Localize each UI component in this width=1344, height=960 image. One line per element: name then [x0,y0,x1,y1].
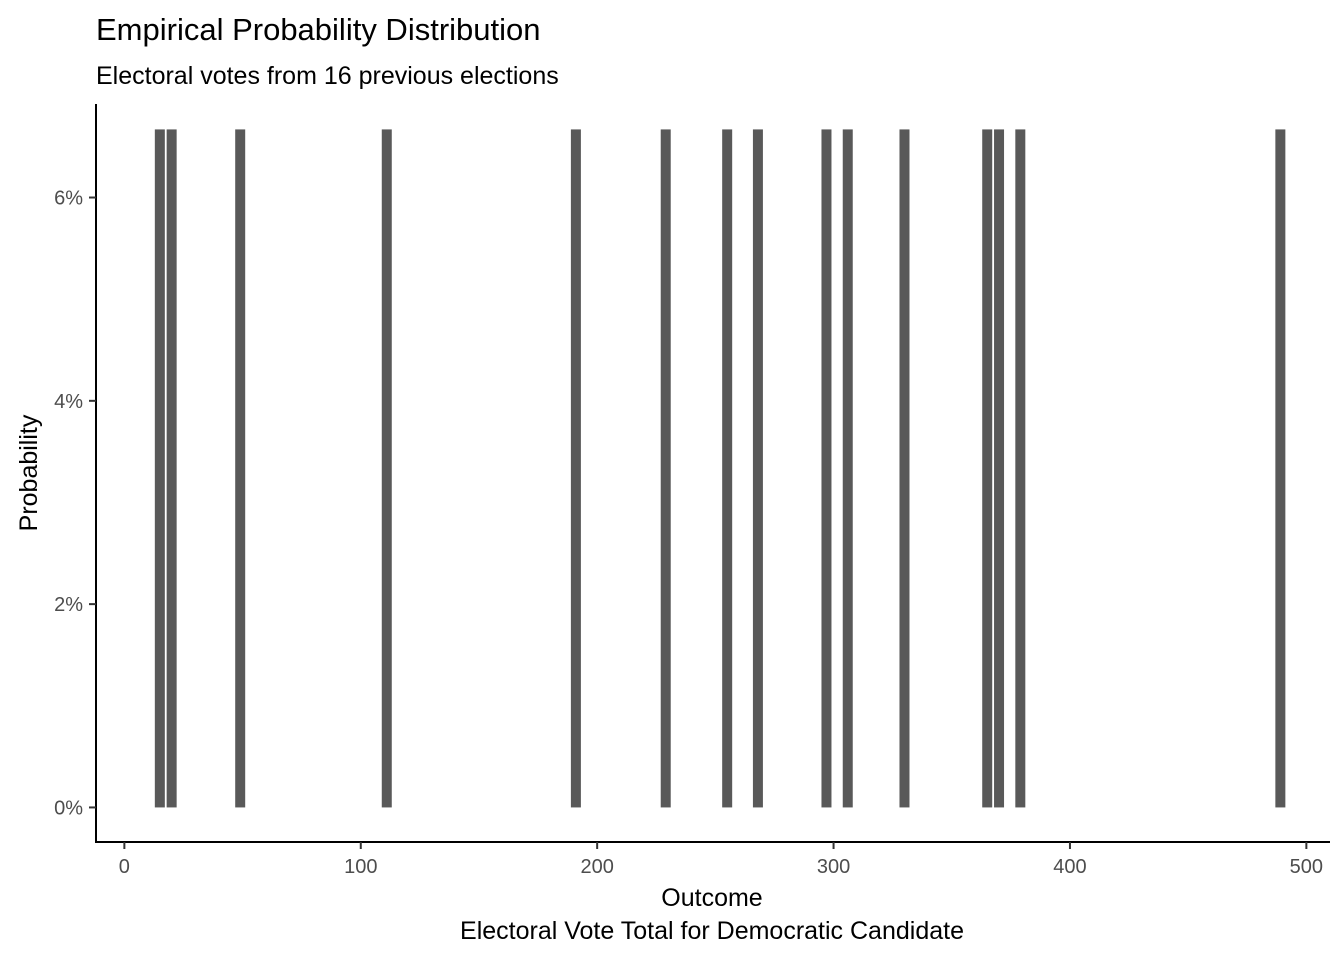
x-tick-label: 0 [119,856,130,878]
bar-268 [752,129,763,808]
bar-229 [660,129,671,808]
x-tick-label: 200 [580,856,613,878]
y-tick-label: 6% [54,188,83,210]
chart-subtitle: Electoral votes from 16 previous electio… [96,62,559,90]
x-axis-ticks: 0 100 200 300 400 500 [119,842,1323,878]
bar-489 [1275,129,1286,808]
bars-group [154,129,1286,808]
bar-49 [235,129,246,808]
bar-191 [570,129,581,808]
bar-20 [166,129,177,808]
y-axis-ticks: 0% 2% 4% 6% [54,188,96,819]
x-tick-label: 100 [344,856,377,878]
y-tick-label: 0% [54,797,83,819]
bar-255 [722,129,733,808]
bar-111 [381,129,392,808]
y-axis-title: Probability [15,414,43,531]
y-tick-label: 2% [54,594,83,616]
bar-306 [842,129,853,808]
y-tick-label: 4% [54,391,83,413]
bar-297 [821,129,832,808]
bar-379 [1015,129,1026,808]
x-tick-label: 300 [817,856,850,878]
x-tick-label: 400 [1053,856,1086,878]
bar-365 [982,129,993,808]
bar-15 [154,129,165,808]
x-axis-title: Outcome [661,884,762,912]
bar-330 [899,129,910,808]
chart-title: Empirical Probability Distribution [96,12,541,47]
x-axis-subtitle: Electoral Vote Total for Democratic Cand… [460,917,964,945]
x-tick-label: 500 [1290,856,1323,878]
bar-370 [994,129,1005,808]
